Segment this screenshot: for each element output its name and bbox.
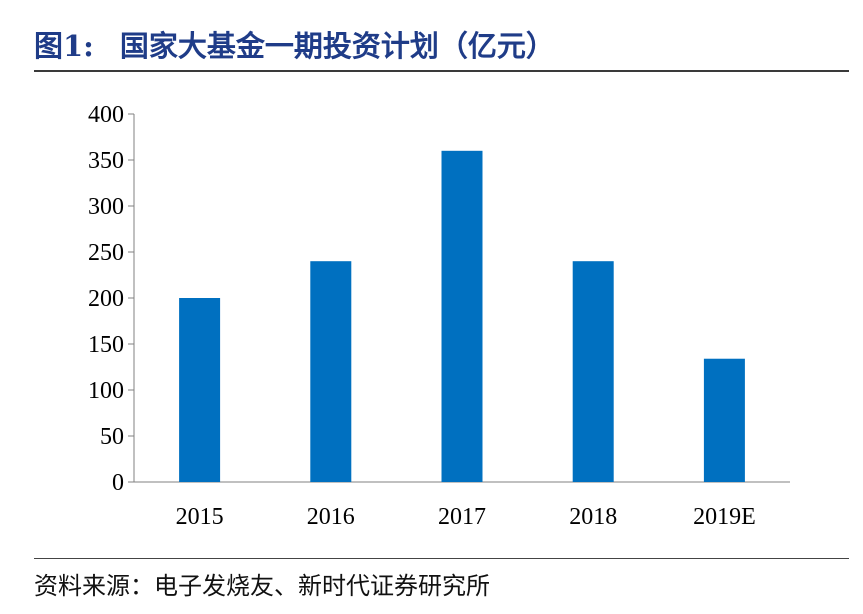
y-tick-label: 300	[88, 194, 124, 220]
x-tick-label: 2015	[176, 504, 224, 530]
x-tick-label: 2019E	[693, 504, 756, 530]
y-tick-label: 250	[88, 240, 124, 266]
y-tick-label: 350	[88, 148, 124, 174]
y-tick-label: 50	[100, 424, 124, 450]
y-tick-label: 400	[88, 102, 124, 128]
y-tick-label: 150	[88, 332, 124, 358]
page-title: 国家大基金一期投资计划（亿元）	[119, 29, 555, 63]
bar-2018	[572, 261, 614, 482]
source-divider	[34, 558, 849, 559]
y-tick-label: 200	[88, 286, 124, 312]
bar-2015	[179, 298, 221, 482]
x-tick-label: 2016	[307, 504, 355, 530]
bar-2019E	[703, 358, 745, 482]
y-tick-label: 0	[112, 470, 124, 496]
source-note: 资料来源：电子发烧友、新时代证券研究所	[34, 572, 490, 600]
figure-title: 图1: 国家大基金一期投资计划（亿元）	[34, 24, 555, 64]
bar-2016	[310, 261, 352, 482]
bar-2017	[441, 150, 483, 483]
title-divider	[34, 70, 849, 72]
chart-container: 0 50 100 150 200 250 300 350 400 2015 2016 2017 2018…	[0, 80, 863, 550]
x-tick-label: 2017	[438, 504, 486, 530]
bar-chart: 0 50 100 150 200 250 300 350 400 2015 2016 2017 2018…	[88, 102, 790, 530]
y-tick-label: 100	[88, 378, 124, 404]
figure-label: 图1:	[34, 29, 94, 63]
x-tick-label: 2018	[569, 504, 617, 530]
